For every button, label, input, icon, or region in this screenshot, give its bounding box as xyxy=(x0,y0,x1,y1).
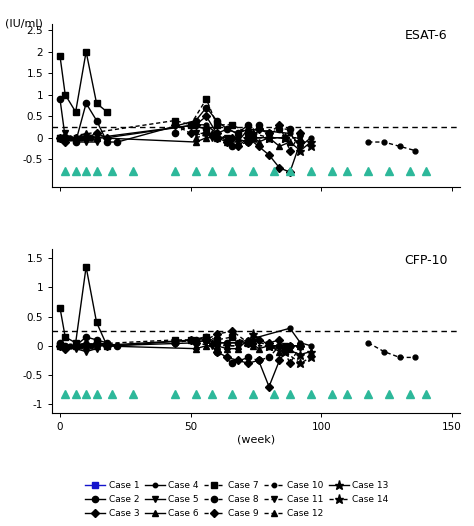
X-axis label: (week): (week) xyxy=(237,434,275,444)
Text: ESAT-6: ESAT-6 xyxy=(405,28,447,42)
Text: CFP-10: CFP-10 xyxy=(404,254,447,267)
Legend: Case 1, Case 2, Case 3, Case 4, Case 5, Case 6, Case 7, Case 8, Case 9, Case 10,: Case 1, Case 2, Case 3, Case 4, Case 5, … xyxy=(82,477,392,521)
Text: (IU/ml): (IU/ml) xyxy=(5,18,43,28)
